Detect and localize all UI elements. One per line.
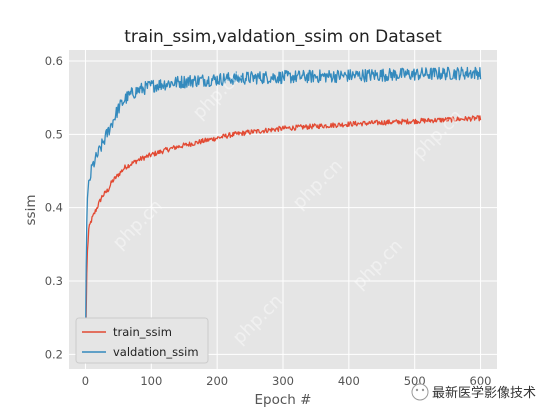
chart-title: train_ssim,valdation_ssim on Dataset xyxy=(124,27,442,47)
y-tick-label: 0.6 xyxy=(45,54,63,68)
x-tick-label: 600 xyxy=(470,374,492,388)
y-axis-label: ssim xyxy=(23,195,39,226)
legend-label-train: train_ssim xyxy=(113,325,172,339)
valdation-ssim-line xyxy=(84,66,482,355)
legend: train_ssim valdation_ssim xyxy=(75,317,209,364)
y-tick-label: 0.4 xyxy=(45,201,63,215)
x-tick-label: 100 xyxy=(140,374,162,388)
x-tick-label: 300 xyxy=(272,374,294,388)
wechat-icon xyxy=(411,383,429,401)
x-tick-label: 200 xyxy=(206,374,228,388)
train-ssim-line xyxy=(84,115,482,362)
x-axis-label: Epoch # xyxy=(255,392,312,408)
x-tick-label: 0 xyxy=(82,374,89,388)
y-tick-label: 0.5 xyxy=(45,127,63,141)
watermark-brand-text: 最新医学影像技术 xyxy=(432,385,536,401)
series-group xyxy=(84,66,482,362)
x-tick-label: 400 xyxy=(338,374,360,388)
watermark-brand: 最新医学影像技术 xyxy=(411,383,537,402)
y-tick-label: 0.2 xyxy=(45,347,63,361)
legend-label-valdation: valdation_ssim xyxy=(113,345,199,359)
y-tick-label: 0.3 xyxy=(45,274,63,288)
legend-box xyxy=(75,317,209,364)
